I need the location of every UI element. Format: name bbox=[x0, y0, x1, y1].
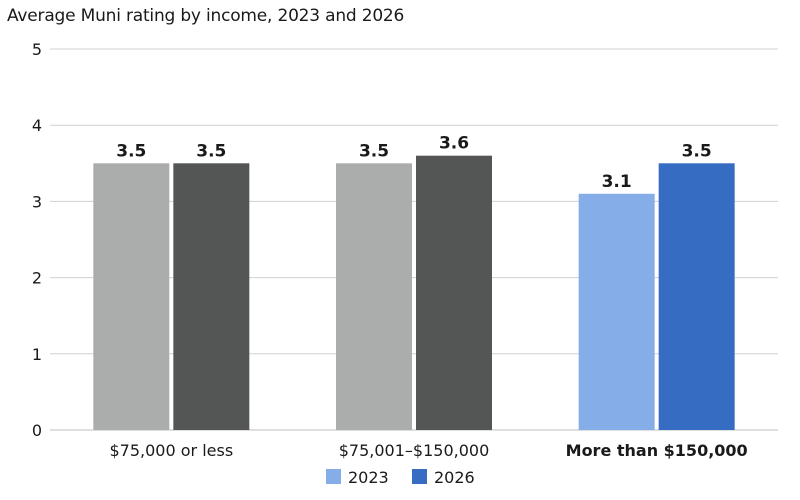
value-label-2026-1: 3.5 bbox=[196, 141, 226, 161]
y-tick-label-2: 2 bbox=[32, 269, 42, 288]
bars bbox=[93, 155, 735, 431]
bar-2023-1 bbox=[93, 163, 170, 431]
bar-2026-1 bbox=[173, 163, 250, 431]
y-tick-label-3: 3 bbox=[32, 192, 42, 211]
bar-2026-3 bbox=[658, 163, 735, 431]
value-label-2023-3: 3.1 bbox=[602, 172, 632, 192]
value-labels: 3.5 3.5 3.5 3.6 3.1 3.5 bbox=[116, 134, 711, 192]
legend: 2023 2026 bbox=[326, 468, 475, 487]
bar-2023-3 bbox=[578, 193, 655, 430]
y-tick-label-5: 5 bbox=[32, 40, 42, 59]
y-axis-tick-labels: 0 1 2 3 4 5 bbox=[32, 40, 42, 440]
legend-label-2026: 2026 bbox=[434, 468, 475, 487]
y-tick-label-1: 1 bbox=[32, 345, 42, 364]
x-category-label-3: More than $150,000 bbox=[566, 441, 748, 460]
legend-label-2023: 2023 bbox=[348, 468, 389, 487]
value-label-2026-2: 3.6 bbox=[439, 134, 469, 154]
x-axis-category-labels: $75,000 or less $75,001–$150,000 More than… bbox=[109, 441, 747, 460]
gridlines bbox=[50, 48, 778, 431]
legend-swatch-2023 bbox=[326, 469, 341, 484]
x-category-label-1: $75,000 or less bbox=[109, 441, 233, 460]
y-tick-label-0: 0 bbox=[32, 421, 42, 440]
legend-swatch-2026 bbox=[412, 469, 427, 484]
y-tick-label-4: 4 bbox=[32, 116, 42, 135]
bar-2023-2 bbox=[336, 163, 412, 431]
value-label-2023-2: 3.5 bbox=[359, 141, 389, 161]
x-category-label-2: $75,001–$150,000 bbox=[339, 441, 490, 460]
chart-title: Average Muni rating by income, 2023 and … bbox=[7, 6, 405, 26]
bar-2026-2 bbox=[416, 155, 492, 430]
value-label-2023-1: 3.5 bbox=[116, 141, 146, 161]
value-label-2026-3: 3.5 bbox=[682, 141, 712, 161]
